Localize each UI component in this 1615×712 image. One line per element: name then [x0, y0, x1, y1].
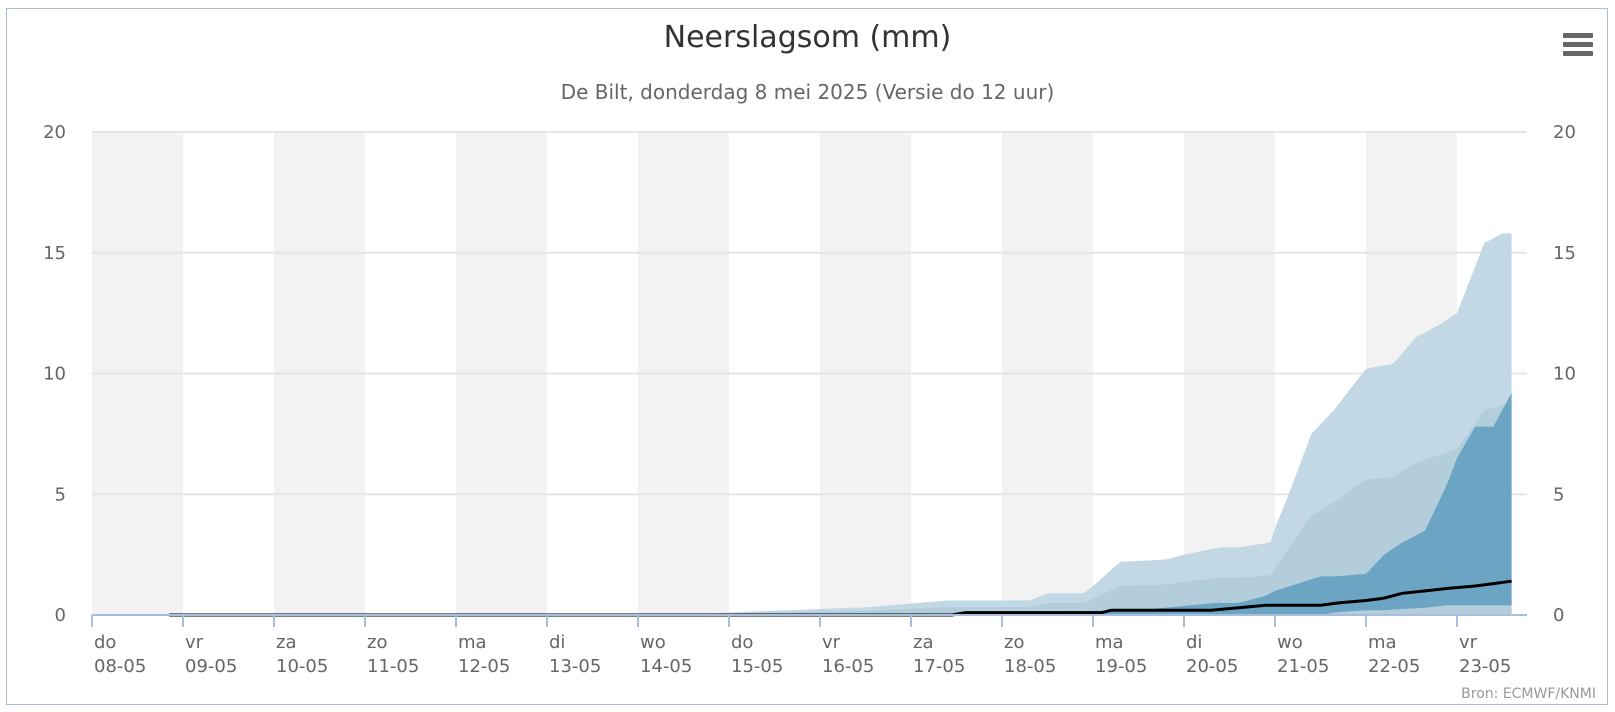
x-tick-day-label: ma [1368, 632, 1397, 653]
x-tick-day-label: ma [1095, 632, 1124, 653]
x-tick-date-label: 21-05 [1277, 656, 1329, 677]
y-tick-label-right: 15 [1553, 243, 1576, 264]
x-tick-date-label: 13-05 [549, 656, 601, 677]
y-tick-label-right: 0 [1553, 605, 1564, 626]
x-tick-day-label: za [913, 632, 933, 653]
inner-band-area [169, 392, 1512, 615]
y-tick-label-left: 10 [43, 364, 66, 385]
x-tick-date-label: 19-05 [1095, 656, 1147, 677]
x-tick-date-label: 16-05 [822, 656, 874, 677]
y-tick-label-right: 10 [1553, 364, 1576, 385]
x-tick-date-label: 22-05 [1368, 656, 1420, 677]
y-tick-label-left: 0 [55, 605, 66, 626]
y-tick-label-left: 20 [43, 122, 66, 143]
grid-lines [92, 131, 1527, 616]
x-tick-date-label: 09-05 [185, 656, 237, 677]
x-tick-day-label: wo [1277, 632, 1303, 653]
x-tick-day-label: di [549, 632, 565, 653]
x-tick-date-label: 20-05 [1186, 656, 1238, 677]
x-tick-day-label: ma [458, 632, 487, 653]
x-tick-date-label: 15-05 [731, 656, 783, 677]
median-line [169, 579, 1512, 617]
x-tick-day-label: vr [185, 632, 204, 653]
x-tick-day-label: wo [640, 632, 666, 653]
x-tick-date-label: 18-05 [1004, 656, 1056, 677]
axes [91, 614, 1527, 627]
x-tick-day-label: za [276, 632, 296, 653]
x-tick-date-label: 10-05 [276, 656, 328, 677]
hamburger-menu-icon[interactable] [1563, 33, 1593, 58]
x-tick-day-label: di [1186, 632, 1202, 653]
axis-labels: 0 0 5 5 10 10 15 15 20 20 do 08-05 vr 09-05 za 10-05 zo 1… [43, 122, 1576, 677]
y-tick-label-right: 20 [1553, 122, 1576, 143]
y-tick-label-left: 5 [55, 484, 66, 505]
chart-title: Neerslagsom (mm) [663, 20, 952, 55]
x-tick-day-label: do [94, 632, 116, 653]
x-tick-date-label: 08-05 [94, 656, 146, 677]
x-tick-day-label: vr [822, 632, 841, 653]
credits-text: Bron: ECMWF/KNMI [1461, 686, 1596, 702]
y-tick-label-left: 15 [43, 243, 66, 264]
x-tick-date-label: 23-05 [1459, 656, 1511, 677]
x-tick-date-label: 12-05 [458, 656, 510, 677]
chart-subtitle: De Bilt, donderdag 8 mei 2025 (Versie do… [560, 80, 1055, 104]
y-tick-label-right: 5 [1553, 484, 1564, 505]
x-tick-day-label: do [731, 632, 753, 653]
x-tick-day-label: zo [1004, 632, 1024, 653]
x-tick-day-label: vr [1459, 632, 1478, 653]
series-areas [169, 170, 1512, 617]
x-tick-date-label: 14-05 [640, 656, 692, 677]
x-tick-date-label: 17-05 [913, 656, 965, 677]
x-tick-day-label: zo [367, 632, 387, 653]
x-tick-date-label: 11-05 [367, 656, 419, 677]
